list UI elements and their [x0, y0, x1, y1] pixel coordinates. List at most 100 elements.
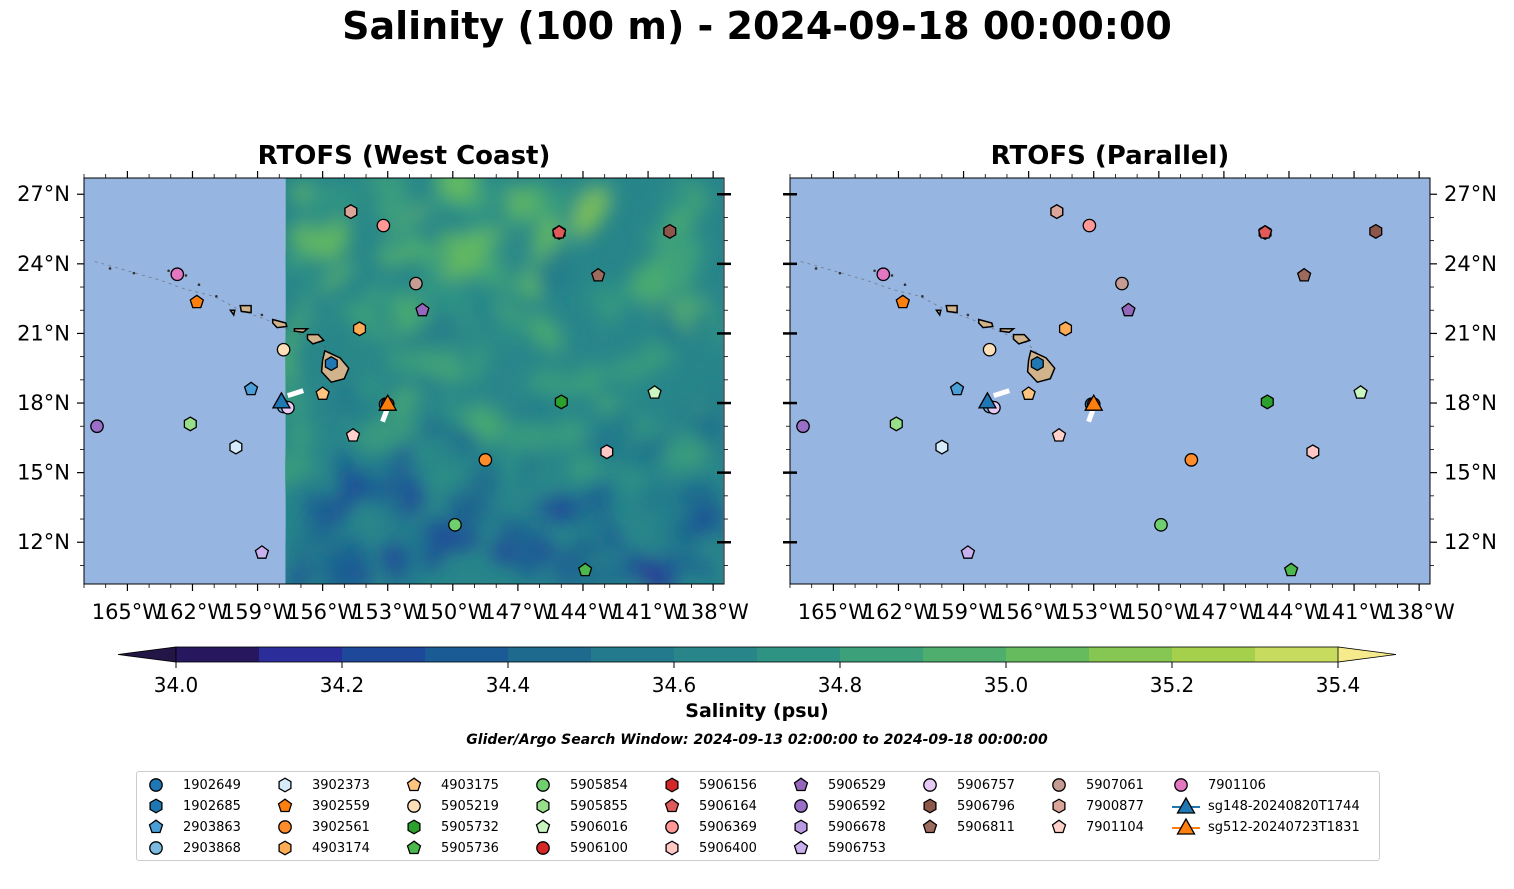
legend-marker-icon — [1051, 819, 1067, 834]
legend-item: 1902649 — [147, 775, 241, 795]
legend-item: 5905855 — [534, 796, 628, 816]
colorbar-tick-label: 35.4 — [1316, 673, 1361, 697]
legend-item: 5906592 — [792, 796, 886, 816]
float-marker-5906164 — [551, 224, 567, 239]
islet — [966, 313, 970, 317]
colorbar-segment — [591, 647, 675, 662]
legend-label: 2903863 — [183, 819, 241, 835]
legend-marker-icon — [149, 798, 163, 814]
legend-label: 3902373 — [312, 777, 370, 793]
legend-item: 5905219 — [405, 796, 499, 816]
float-marker-5906811 — [1296, 267, 1312, 282]
legend-item: 2903863 — [147, 817, 241, 837]
colorbar-segment — [1089, 647, 1173, 662]
float-marker-7901104 — [345, 427, 361, 442]
legend-label: 5906369 — [699, 819, 757, 835]
colorbar-label: Salinity (psu) — [685, 700, 829, 722]
lon-tick-label: 156°W — [993, 600, 1065, 624]
legend-marker-icon — [536, 778, 550, 792]
colorbar-frame — [175, 646, 1339, 663]
float-marker-5905854 — [1154, 517, 1168, 532]
islet — [921, 295, 924, 298]
legend-item: 3902561 — [276, 817, 370, 837]
float-marker-5905219 — [982, 342, 997, 357]
glider-track — [992, 388, 1011, 399]
float-marker-5906796 — [663, 223, 677, 239]
legend-label: 7901104 — [1086, 819, 1144, 835]
colorbar-segment — [508, 647, 592, 662]
legend-marker-icon — [407, 819, 421, 835]
lon-tick-label: 138°W — [677, 600, 749, 624]
island — [228, 309, 236, 317]
islet — [132, 271, 136, 275]
legend-label: 5907061 — [1086, 777, 1144, 793]
legend-marker-icon — [535, 819, 551, 834]
map-panel-west-coast: 165°W162°W159°W156°W153°W150°W147°W144°W… — [17, 171, 749, 624]
legend-marker-icon — [794, 799, 808, 813]
island — [271, 318, 288, 329]
legend-item: 5906753 — [792, 838, 886, 858]
panel-title-west-coast: RTOFS (West Coast) — [257, 141, 551, 171]
legend-label: 4903174 — [312, 840, 370, 856]
lat-tick-label: 15°N — [1444, 461, 1497, 485]
colorbar-segment — [425, 647, 509, 662]
legend-marker-icon — [923, 778, 937, 792]
legend-item: 5906796 — [921, 796, 1015, 816]
legend-marker-icon — [665, 777, 679, 793]
islet — [215, 295, 218, 298]
legend-label: 5905736 — [441, 840, 499, 856]
lon-tick-label: 162°W — [863, 600, 935, 624]
glider-marker-sg148-20240820T1744 — [271, 391, 292, 409]
legend-marker-icon — [278, 777, 292, 793]
colorbar-tick-label: 34.4 — [486, 673, 531, 697]
legend-label: 5905219 — [441, 798, 499, 814]
map-panel-parallel: 165°W162°W159°W156°W153°W150°W147°W144°W… — [783, 171, 1497, 624]
legend-label: 1902649 — [183, 777, 241, 793]
float-marker-5906016 — [647, 384, 662, 399]
float-marker-4903174 — [352, 321, 367, 337]
float-marker-5905736 — [577, 562, 593, 577]
map-frame — [789, 177, 1431, 585]
lon-tick-label: 138°W — [1383, 600, 1455, 624]
legend-item: 5906156 — [663, 775, 757, 795]
float-marker-5905732 — [554, 394, 568, 410]
colorbar-segment — [757, 647, 841, 662]
colorbar-segment — [674, 647, 758, 662]
colorbar-segment — [342, 647, 426, 662]
float-marker-5906753 — [960, 545, 976, 559]
lon-tick-label: 150°W — [417, 600, 489, 624]
float-marker-5905855 — [889, 416, 903, 432]
legend-marker-icon — [1052, 778, 1066, 792]
island — [1012, 333, 1032, 345]
legend-item: 5906016 — [534, 817, 628, 837]
float-marker-7901104 — [1051, 427, 1067, 442]
lon-tick-label: 144°W — [547, 600, 619, 624]
legend-item: 5906529 — [792, 775, 886, 795]
legend-item: 7901104 — [1050, 817, 1144, 837]
ocean-background — [790, 178, 1430, 584]
lat-tick-label: 21°N — [1444, 321, 1497, 345]
lat-tick-label: 24°N — [17, 252, 70, 276]
legend-marker-icon — [149, 778, 163, 792]
legend-marker-icon — [1052, 798, 1066, 814]
panel-title-parallel: RTOFS (Parallel) — [990, 141, 1230, 171]
legend-item: 5906811 — [921, 817, 1015, 837]
legend-label: 5906164 — [699, 798, 757, 814]
legend-item: 4903175 — [405, 775, 499, 795]
float-marker-5907061 — [409, 276, 423, 291]
lon-tick-label: 153°W — [1058, 600, 1130, 624]
legend-item: sg512-20240723T1831 — [1172, 817, 1360, 837]
lon-tick-label: 159°W — [222, 600, 294, 624]
glider-marker-sg512-20240723T1831 — [1084, 393, 1104, 411]
colorbar-tick-label: 34.2 — [320, 673, 365, 697]
colorbar-tick-label: 34.6 — [652, 673, 697, 697]
search-window-note: Glider/Argo Search Window: 2024-09-13 02… — [466, 732, 1048, 748]
colorbar-over-extension — [1337, 646, 1397, 663]
float-marker-7901106 — [170, 267, 185, 282]
float-marker-5906529 — [1121, 302, 1136, 317]
legend-marker-icon — [1172, 817, 1200, 835]
legend-marker-icon — [277, 798, 293, 813]
legend-item: 3902559 — [276, 796, 370, 816]
float-marker-4903174 — [1058, 321, 1073, 337]
